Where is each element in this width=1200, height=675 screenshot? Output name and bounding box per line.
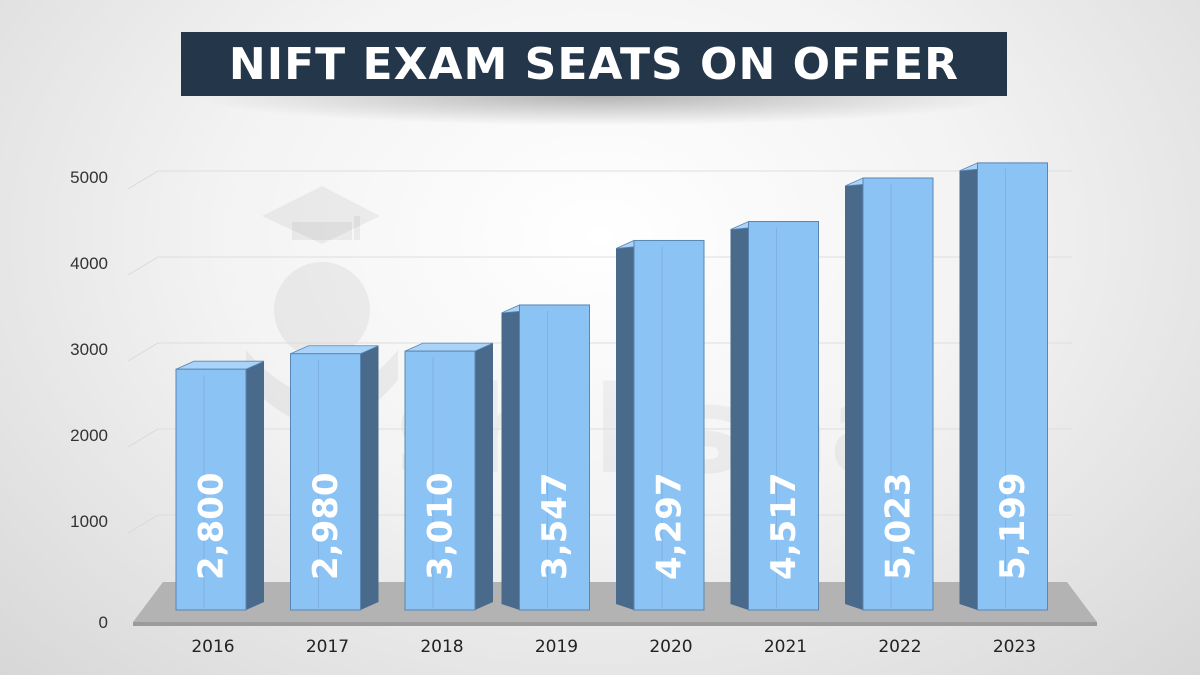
data-label: 5,023 [879, 472, 919, 580]
floor-plane [133, 582, 1097, 622]
gridline-diagonal [127, 256, 159, 276]
x-tick-label: 2020 [649, 637, 692, 657]
bar-front-face [862, 177, 934, 611]
x-tick-label: 2018 [420, 637, 463, 657]
bar-side-face [360, 345, 379, 610]
data-label: 3,010 [421, 472, 461, 580]
bar-2018: 3,010 [404, 342, 494, 611]
bar-side-face [616, 240, 634, 610]
bar-front-face [519, 304, 590, 611]
bar-2023: 5,199 [959, 162, 1048, 611]
bar-front-face [748, 221, 819, 611]
bar-front-face [977, 162, 1048, 611]
x-tick-label: 2017 [306, 637, 349, 657]
bar-front-face [175, 368, 247, 611]
data-label: 4,517 [764, 472, 804, 580]
gridline-diagonal [127, 342, 159, 362]
x-tick-label: 2016 [191, 637, 234, 657]
bar-front-face [633, 239, 705, 611]
bar-front-face [404, 350, 476, 611]
bar-2017: 2,980 [290, 345, 379, 611]
floor-edge [133, 622, 1097, 626]
title-banner: NIFT EXAM SEATS ON OFFER [181, 32, 1007, 96]
bar-side-face [845, 178, 863, 610]
bar-front-face [290, 353, 361, 611]
bar-side-face [959, 162, 978, 611]
chart-floor [133, 582, 1097, 626]
x-tick-label: 2023 [993, 637, 1036, 657]
y-tick-label: 4000 [70, 254, 108, 273]
data-label: 2,800 [192, 472, 232, 580]
data-label: 5,199 [993, 472, 1033, 580]
bar-2020: 4,297 [615, 239, 705, 611]
data-label: 2,980 [306, 472, 346, 580]
gridline-diagonal [127, 428, 159, 448]
bar-2022: 5,023 [844, 177, 934, 611]
y-axis: 0 1000 2000 3000 4000 5000 [70, 168, 108, 632]
y-tick-label: 3000 [70, 340, 108, 359]
data-label: 4,297 [650, 472, 690, 580]
gridline-diagonal [127, 170, 159, 190]
data-label: 3,547 [535, 472, 575, 580]
x-axis: 2016 2017 2018 2019 2020 2021 2022 2023 [191, 637, 1036, 657]
bar-side-face [730, 221, 749, 610]
title-shadow [190, 96, 1010, 126]
bars: 2,800 2,980 3,010 3,547 4,297 4,517 5,023 5,199 [175, 162, 1048, 611]
bar-side-face [246, 361, 264, 610]
bar-2016: 2,800 [175, 360, 265, 611]
graduation-cap-icon [262, 186, 380, 244]
y-tick-label: 2000 [70, 426, 108, 445]
y-tick-label: 1000 [70, 512, 108, 531]
bar-2019: 3,547 [501, 304, 590, 611]
chart-title: NIFT EXAM SEATS ON OFFER [228, 38, 960, 90]
bar-side-face [475, 343, 493, 610]
y-tick-label: 5000 [70, 168, 108, 187]
y-tick-label: 0 [99, 613, 108, 632]
x-tick-label: 2019 [535, 637, 578, 657]
x-tick-label: 2022 [878, 637, 921, 657]
bar-side-face [501, 304, 520, 610]
bar-2021: 4,517 [730, 221, 819, 611]
x-tick-label: 2021 [764, 637, 807, 657]
gridline-diagonal [127, 514, 159, 534]
